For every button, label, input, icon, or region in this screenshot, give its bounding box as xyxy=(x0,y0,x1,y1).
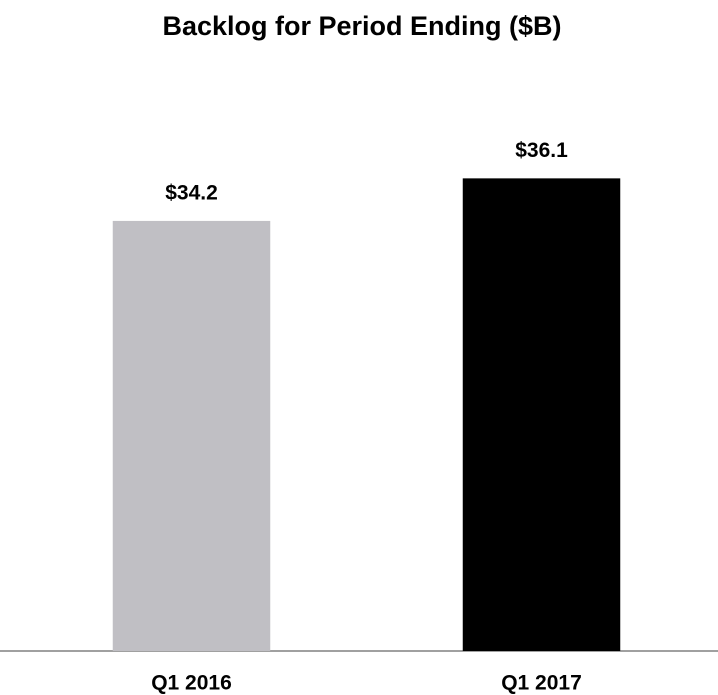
bar xyxy=(462,178,621,652)
x-tick-label: Q1 2016 xyxy=(151,672,232,695)
value-label: $36.1 xyxy=(515,139,568,162)
x-tick-label: Q1 2017 xyxy=(501,672,582,695)
bar xyxy=(112,220,271,652)
value-label: $34.2 xyxy=(165,181,218,204)
chart-title: Backlog for Period Ending ($B) xyxy=(162,11,561,41)
